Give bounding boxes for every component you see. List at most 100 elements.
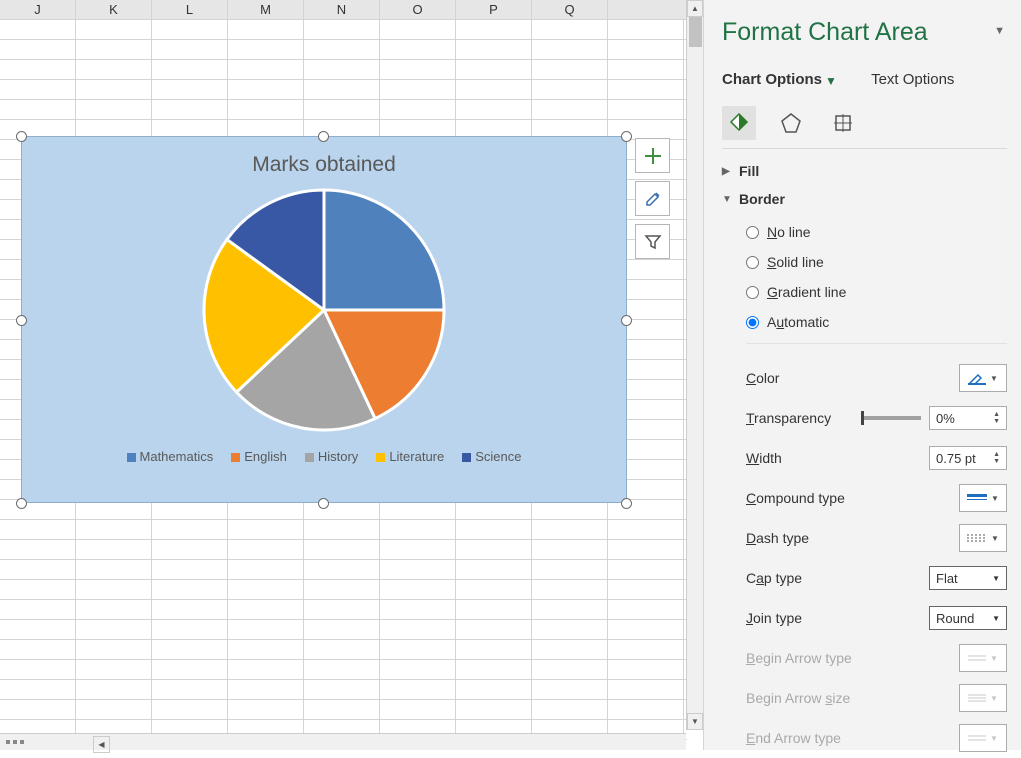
transparency-slider[interactable] (861, 416, 921, 420)
arrow-type-icon (968, 653, 986, 663)
sheet-footer-dots (0, 733, 93, 750)
horizontal-scrollbar[interactable]: ◀ (93, 733, 686, 750)
pie-plot[interactable] (22, 185, 626, 435)
begin-arrow-type-button: ▼ (959, 644, 1007, 672)
chart-filter-button[interactable] (635, 224, 670, 259)
legend-label: Literature (389, 449, 444, 464)
column-header[interactable]: N (304, 0, 380, 19)
chart-side-buttons (635, 138, 670, 259)
cap-type-select[interactable]: Flat▼ (929, 566, 1007, 590)
radio-gradient-line[interactable]: Gradient line (746, 277, 1007, 307)
width-input[interactable]: 0.75 pt ▲▼ (929, 446, 1007, 470)
selection-handle[interactable] (318, 498, 329, 509)
pie-slice[interactable] (324, 190, 444, 310)
legend-label: History (318, 449, 358, 464)
radio-automatic[interactable]: Automatic (746, 307, 1007, 337)
radio-no-line-label: o line (777, 224, 810, 240)
radio-gradient-line-label: radient line (778, 284, 847, 300)
legend-label: Science (475, 449, 521, 464)
scroll-left-button[interactable]: ◀ (93, 736, 110, 753)
pane-category-icons (722, 106, 1007, 149)
legend-item[interactable]: Mathematics (127, 449, 214, 464)
chart-add-element-button[interactable] (635, 138, 670, 173)
vscroll-thumb[interactable] (689, 17, 702, 47)
column-header[interactable]: P (456, 0, 532, 19)
legend-label: English (244, 449, 287, 464)
legend-item[interactable]: Science (462, 449, 521, 464)
chart-object[interactable]: Marks obtained Mathematics English History… (21, 136, 627, 503)
selection-handle[interactable] (16, 131, 27, 142)
color-picker-button[interactable]: ▼ (959, 364, 1007, 392)
selection-handle[interactable] (621, 315, 632, 326)
radio-solid-line-input[interactable] (746, 256, 759, 269)
pen-icon (968, 371, 986, 385)
selection-handle[interactable] (621, 498, 632, 509)
column-header[interactable]: J (0, 0, 76, 19)
prop-begin-arrow-size: Begin Arrow size ▼ (746, 678, 1007, 718)
tab-chart-options[interactable]: Chart Options▼ (722, 71, 837, 88)
column-headers: JKLMNOPQ (0, 0, 703, 20)
selection-handle[interactable] (16, 315, 27, 326)
selection-handle[interactable] (318, 131, 329, 142)
legend-swatch (462, 453, 471, 462)
prop-width: Width 0.75 pt ▲▼ (746, 438, 1007, 478)
join-type-select[interactable]: Round▼ (929, 606, 1007, 630)
legend-swatch (231, 453, 240, 462)
funnel-icon (644, 233, 662, 251)
legend-label: Mathematics (140, 449, 214, 464)
radio-automatic-input[interactable] (746, 316, 759, 329)
vertical-scrollbar[interactable]: ▲ ▼ (686, 0, 703, 730)
section-border-header[interactable]: ▼ Border (722, 191, 1007, 207)
arrow-size-icon (968, 693, 986, 703)
radio-solid-line[interactable]: Solid line (746, 247, 1007, 277)
effects-icon[interactable] (774, 106, 808, 140)
legend-item[interactable]: English (231, 449, 287, 464)
section-border-label: Border (739, 191, 785, 207)
prop-transparency: Transparency 0% ▲▼ (746, 398, 1007, 438)
column-header[interactable]: L (152, 0, 228, 19)
arrow-type-icon (968, 733, 986, 743)
scroll-up-button[interactable]: ▲ (687, 0, 703, 17)
prop-begin-arrow-type: Begin Arrow type ▼ (746, 638, 1007, 678)
legend-item[interactable]: History (305, 449, 358, 464)
chevron-down-icon: ▼ (722, 194, 732, 205)
prop-join: Join type Round▼ (746, 598, 1007, 638)
chart-title[interactable]: Marks obtained (22, 153, 626, 177)
prop-color: Color ▼ (746, 358, 1007, 398)
chart-legend[interactable]: Mathematics English History Literature Scien… (22, 449, 626, 464)
plus-icon (644, 147, 662, 165)
legend-item[interactable]: Literature (376, 449, 444, 464)
begin-arrow-size-button: ▼ (959, 684, 1007, 712)
radio-automatic-label: tomatic (784, 314, 829, 330)
worksheet-area[interactable]: JKLMNOPQ ▲ ▼ ◀ Marks obtained Mathematic… (0, 0, 703, 750)
selection-handle[interactable] (16, 498, 27, 509)
selection-handle[interactable] (621, 131, 632, 142)
column-header[interactable]: Q (532, 0, 608, 19)
compound-type-button[interactable]: ▼ (959, 484, 1007, 512)
fill-and-line-icon[interactable] (722, 106, 756, 140)
scroll-down-button[interactable]: ▼ (687, 713, 703, 730)
radio-no-line[interactable]: No line (746, 217, 1007, 247)
radio-solid-line-label: olid line (776, 254, 823, 270)
legend-swatch (376, 453, 385, 462)
radio-no-line-input[interactable] (746, 226, 759, 239)
compound-line-icon (967, 494, 987, 502)
column-header[interactable]: M (228, 0, 304, 19)
dash-line-icon (967, 534, 987, 542)
brush-icon (644, 190, 662, 208)
chart-styles-button[interactable] (635, 181, 670, 216)
column-header[interactable]: O (380, 0, 456, 19)
border-options: No line Solid line Gradient line Automat… (722, 207, 1007, 758)
dash-type-button[interactable]: ▼ (959, 524, 1007, 552)
tab-text-options[interactable]: Text Options (871, 71, 954, 88)
legend-swatch (127, 453, 136, 462)
section-fill-header[interactable]: ▶ Fill (722, 163, 1007, 179)
pane-options-dropdown[interactable]: ▼ (994, 25, 1005, 37)
transparency-input[interactable]: 0% ▲▼ (929, 406, 1007, 430)
size-properties-icon[interactable] (826, 106, 860, 140)
radio-gradient-line-input[interactable] (746, 286, 759, 299)
prop-compound: Compound type ▼ (746, 478, 1007, 518)
prop-cap: Cap type Flat▼ (746, 558, 1007, 598)
prop-end-arrow-type: End Arrow type ▼ (746, 718, 1007, 758)
column-header[interactable]: K (76, 0, 152, 19)
